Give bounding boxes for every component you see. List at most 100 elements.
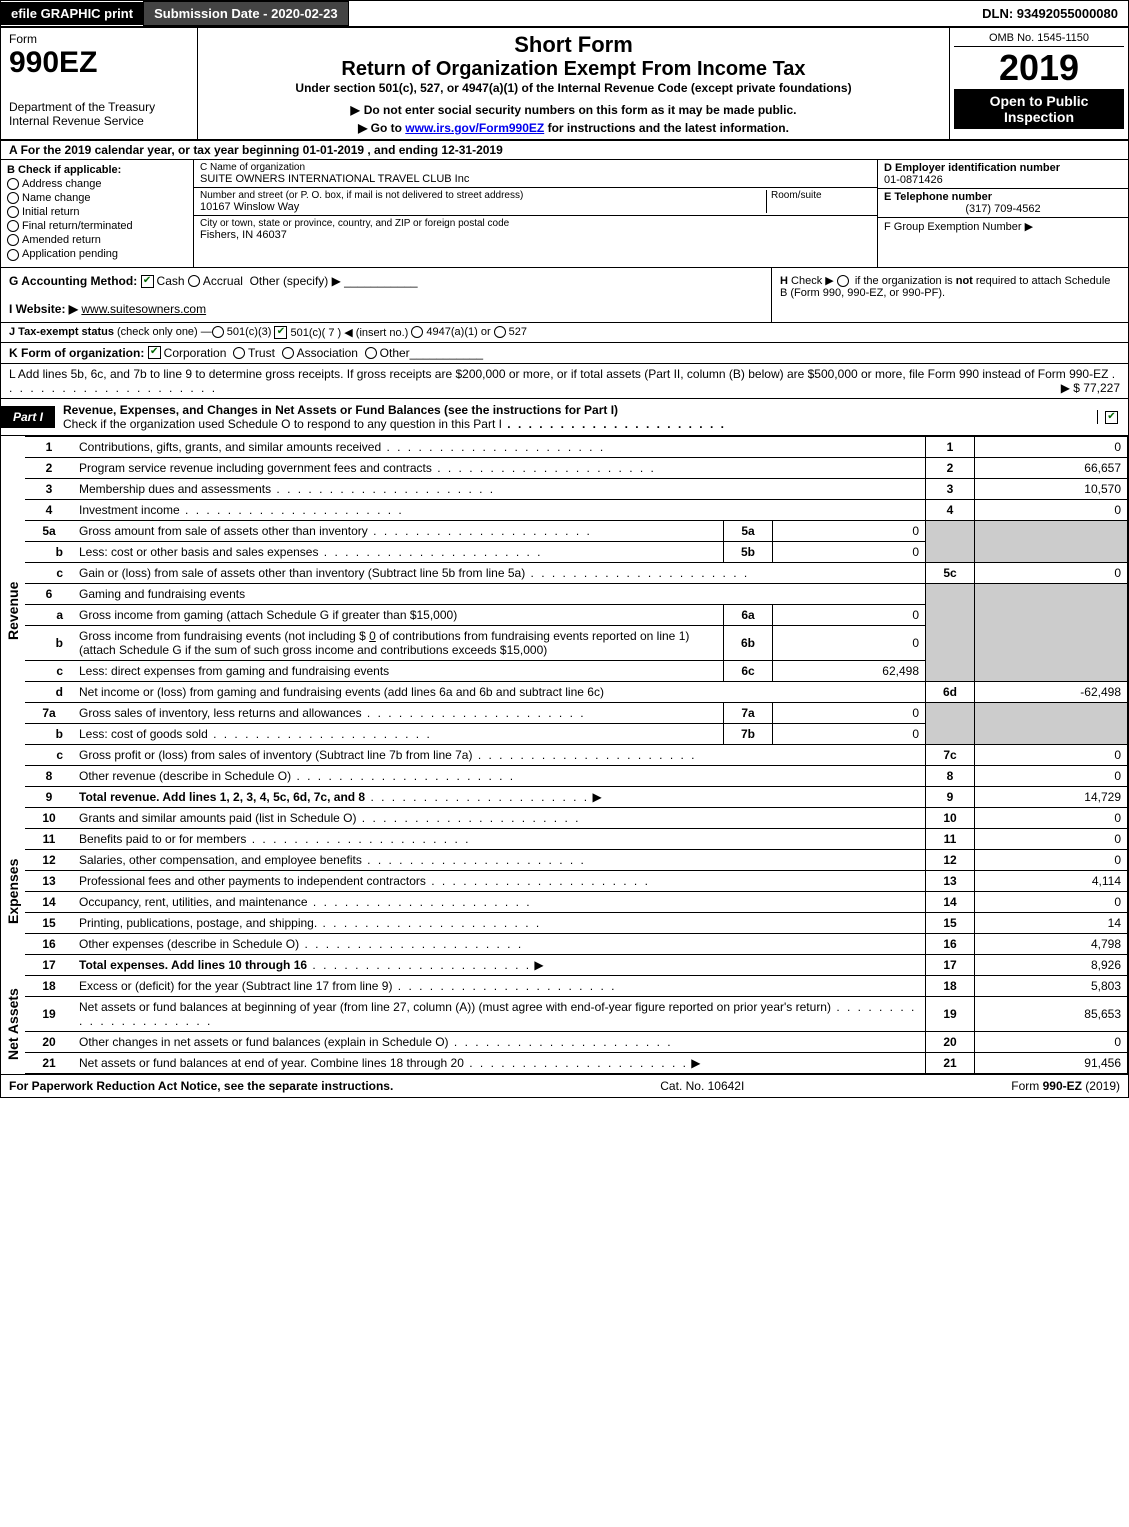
form-of-organization: K Form of organization: Corporation Trus…: [1, 343, 1128, 364]
val-4: 0: [975, 499, 1128, 520]
line-9: 9 Total revenue. Add lines 1, 2, 3, 4, 5…: [1, 786, 1128, 807]
chk-final-return[interactable]: Final return/terminated: [7, 220, 187, 232]
line-12: 12 Salaries, other compensation, and emp…: [1, 849, 1128, 870]
val-16: 4,798: [975, 933, 1128, 954]
chk-initial-return[interactable]: Initial return: [7, 206, 187, 218]
chk-association[interactable]: [282, 347, 294, 359]
irs-link[interactable]: www.irs.gov/Form990EZ: [405, 121, 544, 135]
line-6d: d Net income or (loss) from gaming and f…: [1, 681, 1128, 702]
footer-left: For Paperwork Reduction Act Notice, see …: [9, 1079, 393, 1093]
chk-amended-return[interactable]: Amended return: [7, 234, 187, 246]
val-5b: 0: [773, 541, 926, 562]
line-4: 4 Investment income 4 0: [1, 499, 1128, 520]
line-13: 13 Professional fees and other payments …: [1, 870, 1128, 891]
col-b-title: B Check if applicable:: [7, 164, 121, 176]
part-1-schedule-o-check[interactable]: [1097, 410, 1128, 424]
chk-application-pending[interactable]: Application pending: [7, 248, 187, 260]
chk-trust[interactable]: [233, 347, 245, 359]
line-16: 16 Other expenses (describe in Schedule …: [1, 933, 1128, 954]
chk-accrual[interactable]: [188, 275, 200, 287]
form-number: 990EZ: [9, 46, 189, 80]
form-990ez-page: efile GRAPHIC print Submission Date - 20…: [0, 0, 1129, 1098]
val-15: 14: [975, 912, 1128, 933]
line-7c: c Gross profit or (loss) from sales of i…: [1, 744, 1128, 765]
k-label: K Form of organization:: [9, 346, 144, 360]
part-1-sub: Check if the organization used Schedule …: [63, 417, 502, 431]
form-header: Form 990EZ Department of the Treasury In…: [1, 28, 1128, 141]
line-17: 17 Total expenses. Add lines 10 through …: [1, 954, 1128, 975]
footer-form-ref: Form 990-EZ (2019): [1011, 1079, 1120, 1093]
org-name-label: C Name of organization: [200, 162, 871, 173]
tax-year: 2019: [954, 47, 1124, 89]
tax-year-range: For the 2019 calendar year, or tax year …: [21, 143, 503, 157]
top-bar: efile GRAPHIC print Submission Date - 20…: [1, 1, 1128, 28]
form-word: Form: [9, 32, 189, 46]
val-19: 85,653: [975, 996, 1128, 1031]
val-18: 5,803: [975, 975, 1128, 996]
phone-label: E Telephone number: [884, 191, 992, 203]
schedule-b-check: H Check ▶ if the organization is not req…: [772, 268, 1128, 322]
chk-501c[interactable]: [274, 326, 287, 339]
open-inspection: Open to Public Inspection: [954, 89, 1124, 129]
chk-527[interactable]: [494, 326, 506, 338]
part-1-label: Part I: [1, 406, 55, 428]
website-value[interactable]: www.suitesowners.com: [81, 302, 206, 316]
line-15: 15 Printing, publications, postage, and …: [1, 912, 1128, 933]
line-5a: 5a Gross amount from sale of assets othe…: [1, 520, 1128, 541]
val-7b: 0: [773, 723, 926, 744]
header-center: Short Form Return of Organization Exempt…: [198, 28, 949, 139]
part-1-title: Revenue, Expenses, and Changes in Net As…: [55, 399, 1097, 435]
line-21: 21 Net assets or fund balances at end of…: [1, 1052, 1128, 1073]
chk-name-change[interactable]: Name change: [7, 192, 187, 204]
chk-schedule-b[interactable]: [837, 275, 849, 287]
dln-number: DLN: 93492055000080: [972, 2, 1128, 25]
city-state-zip: Fishers, IN 46037: [200, 229, 871, 241]
line-11: 11 Benefits paid to or for members 11 0: [1, 828, 1128, 849]
street-address: 10167 Winslow Way: [200, 201, 766, 213]
ein-value: 01-0871426: [884, 174, 943, 186]
chk-address-change[interactable]: Address change: [7, 178, 187, 190]
val-6c: 62,498: [773, 660, 926, 681]
chk-corporation[interactable]: [148, 346, 161, 359]
ssn-warning: Do not enter social security numbers on …: [206, 103, 941, 117]
footer-cat-no: Cat. No. 10642I: [393, 1079, 1011, 1093]
main-title: Return of Organization Exempt From Incom…: [206, 58, 941, 81]
part-1-table: Revenue 1 Contributions, gifts, grants, …: [1, 436, 1128, 1074]
group-exemption-label: F Group Exemption Number ▶: [884, 221, 1033, 233]
chk-501c3[interactable]: [212, 326, 224, 338]
val-7a: 0: [773, 702, 926, 723]
val-13: 4,114: [975, 870, 1128, 891]
room-suite-label: Room/suite: [766, 190, 871, 213]
l-amount: ▶ $ 77,227: [1061, 381, 1120, 395]
line-5c: c Gain or (loss) from sale of assets oth…: [1, 562, 1128, 583]
col-c-org-info: C Name of organization SUITE OWNERS INTE…: [194, 160, 877, 267]
chk-4947[interactable]: [411, 326, 423, 338]
val-6d: -62,498: [975, 681, 1128, 702]
val-12: 0: [975, 849, 1128, 870]
val-21: 91,456: [975, 1052, 1128, 1073]
goto-line: ▶ Go to www.irs.gov/Form990EZ for instru…: [206, 121, 941, 135]
val-3: 10,570: [975, 478, 1128, 499]
line-3: 3 Membership dues and assessments 3 10,5…: [1, 478, 1128, 499]
line-7a: 7a Gross sales of inventory, less return…: [1, 702, 1128, 723]
side-expenses: Expenses: [1, 807, 25, 975]
val-17: 8,926: [975, 954, 1128, 975]
subtitle: Under section 501(c), 527, or 4947(a)(1)…: [206, 81, 941, 95]
line-14: 14 Occupancy, rent, utilities, and maint…: [1, 891, 1128, 912]
val-14: 0: [975, 891, 1128, 912]
efile-label: efile GRAPHIC print: [1, 2, 143, 25]
goto-post: for instructions and the latest informat…: [544, 121, 789, 135]
line-10: Expenses 10 Grants and similar amounts p…: [1, 807, 1128, 828]
omb-number: OMB No. 1545-1150: [954, 32, 1124, 47]
val-9: 14,729: [975, 786, 1128, 807]
street-label: Number and street (or P. O. box, if mail…: [200, 190, 766, 201]
line-6: 6 Gaming and fundraising events: [1, 583, 1128, 604]
short-form-title: Short Form: [206, 32, 941, 58]
val-6b: 0: [773, 625, 926, 660]
chk-other-org[interactable]: [365, 347, 377, 359]
chk-cash[interactable]: [141, 275, 154, 288]
val-8: 0: [975, 765, 1128, 786]
part-1-header: Part I Revenue, Expenses, and Changes in…: [1, 399, 1128, 436]
val-5c: 0: [975, 562, 1128, 583]
gross-receipts-line: L Add lines 5b, 6c, and 7b to line 9 to …: [1, 364, 1128, 399]
